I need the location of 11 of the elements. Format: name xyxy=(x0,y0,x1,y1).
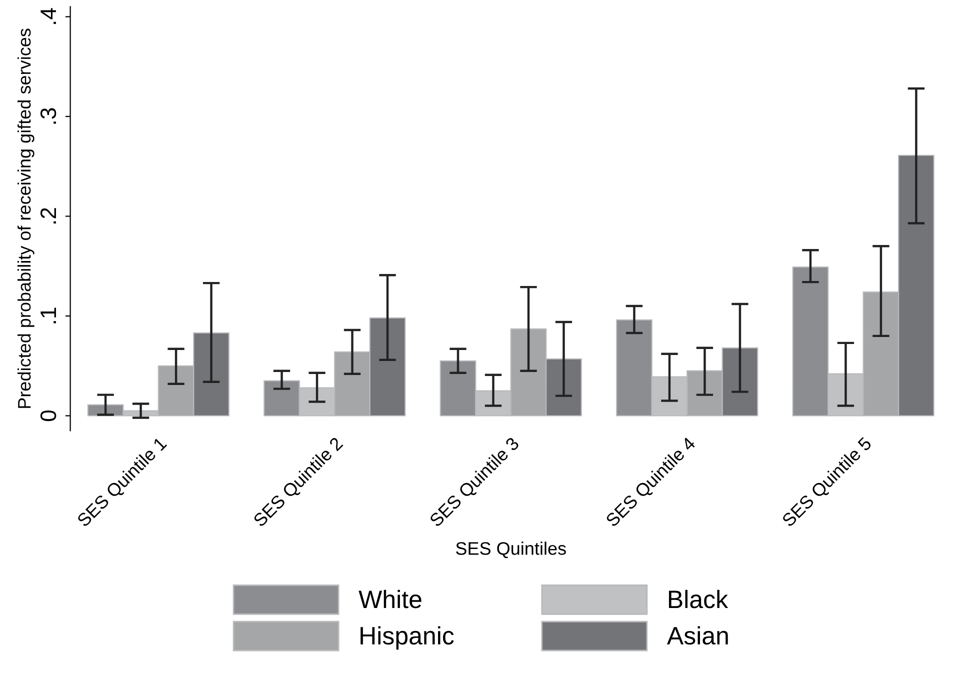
y-axis-title: Predicted probability of receiving gifted services xyxy=(17,28,34,408)
y-tick-label: .3 xyxy=(40,108,56,124)
y-tick-label: .2 xyxy=(40,208,56,224)
y-tick-label: .4 xyxy=(40,8,56,24)
legend-label: Black xyxy=(668,590,728,608)
y-tick-label: 0 xyxy=(40,410,56,422)
y-tick-label: .1 xyxy=(40,308,56,324)
x-axis-title: SES Quintiles xyxy=(456,542,566,558)
legend-label: Asian xyxy=(666,626,728,645)
legend-label: Hispanic xyxy=(360,626,454,650)
legend-label: White xyxy=(358,590,422,608)
